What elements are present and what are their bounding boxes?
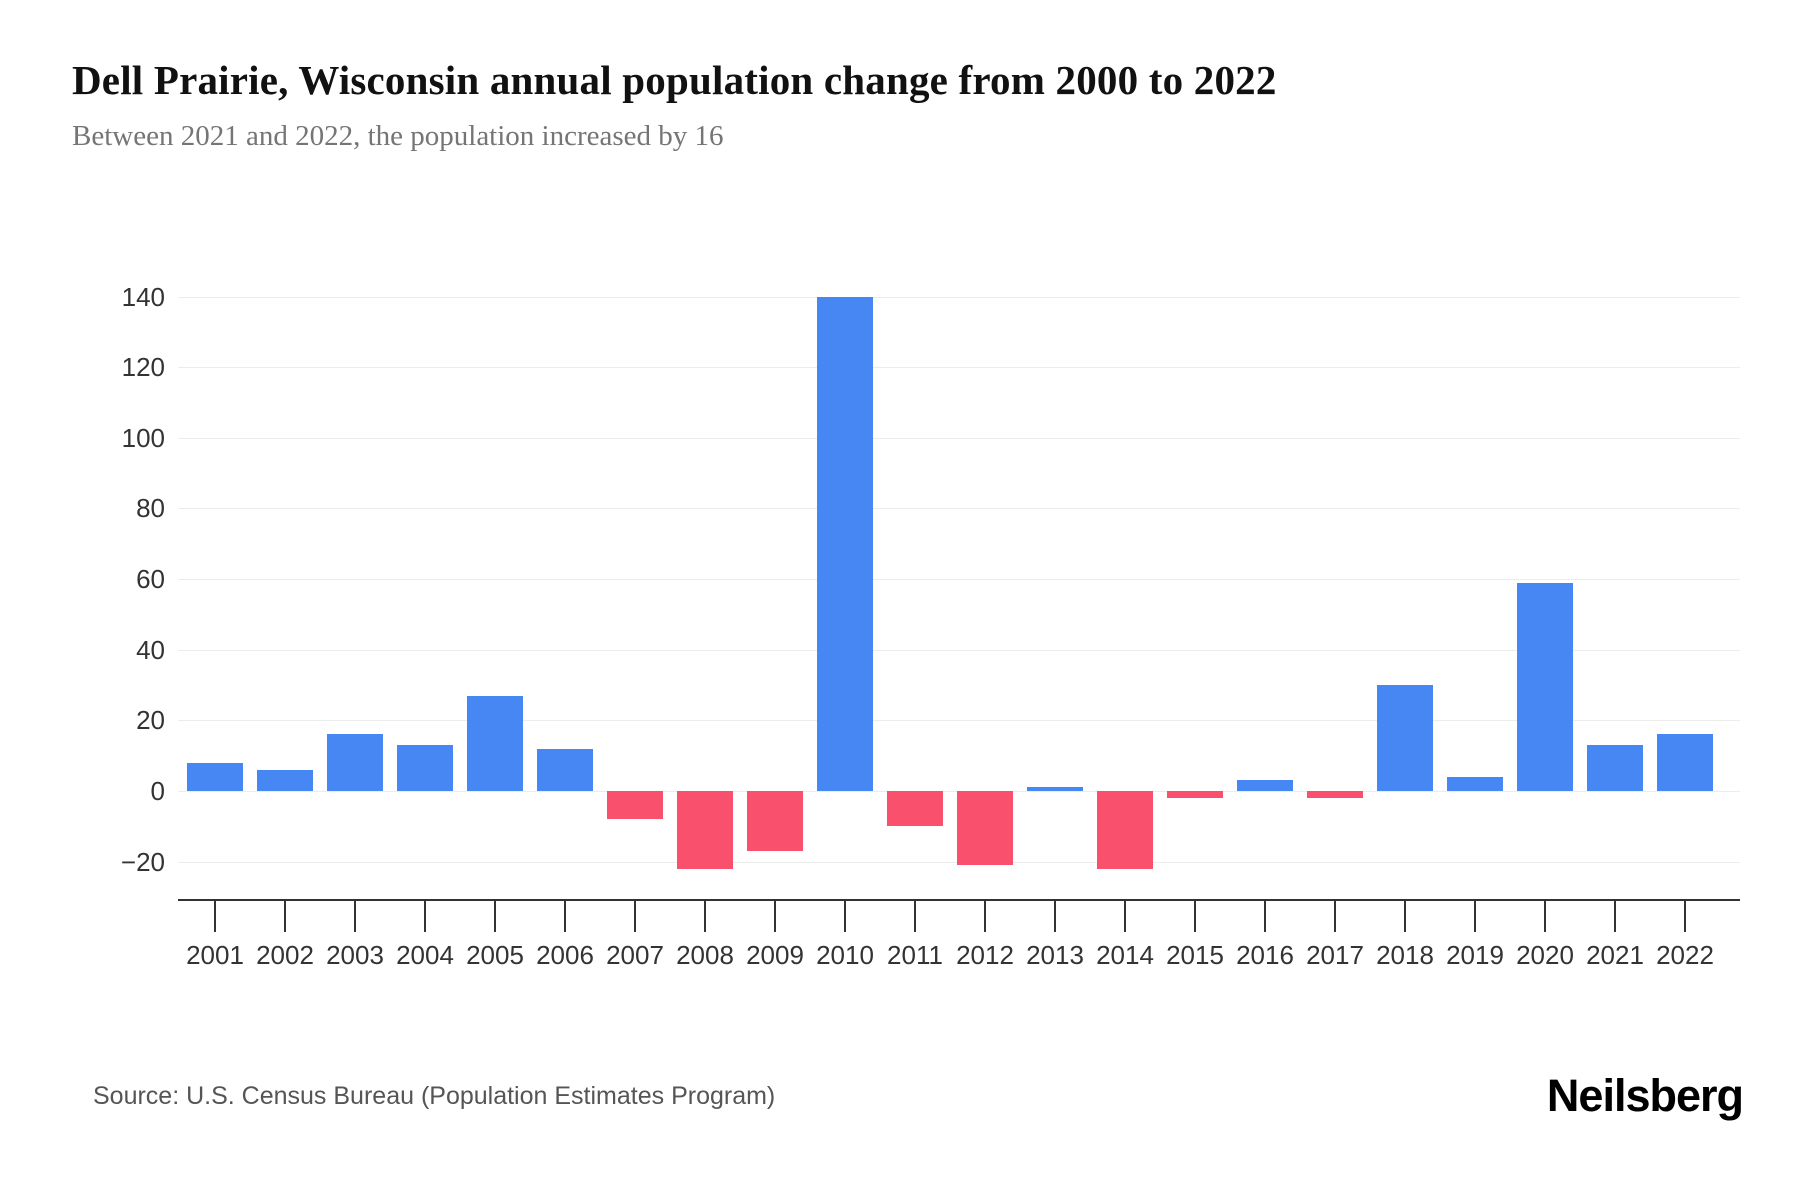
y-axis-tick-label: −20 bbox=[120, 847, 165, 877]
bar-2004[interactable] bbox=[397, 745, 453, 791]
gridline-y-40 bbox=[178, 650, 1740, 651]
x-axis-year-label: 2013 bbox=[1026, 940, 1084, 970]
bar-2008[interactable] bbox=[677, 791, 733, 869]
bar-2003[interactable] bbox=[327, 734, 383, 791]
x-axis-tick bbox=[1054, 901, 1056, 932]
x-axis-year-label: 2004 bbox=[396, 940, 454, 970]
page-subtitle: Between 2021 and 2022, the population in… bbox=[72, 120, 724, 152]
y-axis-tick-label: 140 bbox=[121, 282, 165, 312]
y-axis-tick-label: 60 bbox=[136, 564, 165, 594]
y-axis-tick-label: 40 bbox=[136, 635, 165, 665]
gridline-y-100 bbox=[178, 438, 1740, 439]
x-axis-year-label: 2014 bbox=[1096, 940, 1154, 970]
x-axis-tick bbox=[424, 901, 426, 932]
x-axis-year-label: 2001 bbox=[186, 940, 244, 970]
x-axis-tick bbox=[704, 901, 706, 932]
x-axis-tick bbox=[634, 901, 636, 932]
y-axis-tick-label: 80 bbox=[136, 493, 165, 523]
x-axis-tick bbox=[284, 901, 286, 932]
bar-2014[interactable] bbox=[1097, 791, 1153, 869]
x-axis-tick bbox=[494, 901, 496, 932]
x-axis-tick bbox=[1264, 901, 1266, 932]
x-axis-tick bbox=[214, 901, 216, 932]
x-axis-year-label: 2022 bbox=[1656, 940, 1714, 970]
bar-2001[interactable] bbox=[187, 763, 243, 791]
y-axis-tick-label: 120 bbox=[121, 352, 165, 382]
x-axis-year-label: 2006 bbox=[536, 940, 594, 970]
bar-2020[interactable] bbox=[1517, 583, 1573, 791]
source-note: Source: U.S. Census Bureau (Population E… bbox=[93, 1082, 776, 1110]
page-title: Dell Prairie, Wisconsin annual populatio… bbox=[72, 57, 1277, 103]
x-axis-tick bbox=[354, 901, 356, 932]
x-axis-tick bbox=[1124, 901, 1126, 932]
x-axis-tick bbox=[1474, 901, 1476, 932]
x-axis-year-label: 2010 bbox=[816, 940, 874, 970]
brand-logo[interactable]: Neilsberg bbox=[1546, 1070, 1744, 1121]
x-axis-year-label: 2002 bbox=[256, 940, 314, 970]
x-axis-year-label: 2018 bbox=[1376, 940, 1434, 970]
x-axis-year-label: 2019 bbox=[1446, 940, 1504, 970]
bar-2017[interactable] bbox=[1307, 791, 1363, 798]
bar-2002[interactable] bbox=[257, 770, 313, 791]
x-axis-year-label: 2016 bbox=[1236, 940, 1294, 970]
x-axis-year-label: 2020 bbox=[1516, 940, 1574, 970]
x-axis-tick bbox=[564, 901, 566, 932]
x-axis-year-label: 2017 bbox=[1306, 940, 1364, 970]
gridline-y-140 bbox=[178, 297, 1740, 298]
bar-2016[interactable] bbox=[1237, 780, 1293, 791]
gridline-y-60 bbox=[178, 579, 1740, 580]
x-axis-year-label: 2008 bbox=[676, 940, 734, 970]
x-axis-year-label: 2012 bbox=[956, 940, 1014, 970]
x-axis-year-label: 2011 bbox=[887, 940, 943, 970]
y-axis-tick-label: 0 bbox=[150, 776, 165, 806]
bar-2010[interactable] bbox=[817, 297, 873, 791]
bar-2012[interactable] bbox=[957, 791, 1013, 865]
bar-2007[interactable] bbox=[607, 791, 663, 819]
gridline-y-20 bbox=[178, 720, 1740, 721]
bar-2015[interactable] bbox=[1167, 791, 1223, 798]
bar-2021[interactable] bbox=[1587, 745, 1643, 791]
bar-2006[interactable] bbox=[537, 749, 593, 791]
x-axis-year-label: 2015 bbox=[1166, 940, 1224, 970]
bar-2019[interactable] bbox=[1447, 777, 1503, 791]
bar-2009[interactable] bbox=[747, 791, 803, 851]
x-axis-year-label: 2021 bbox=[1586, 940, 1644, 970]
x-axis-tick bbox=[984, 901, 986, 932]
x-axis-line bbox=[178, 899, 1740, 901]
bar-2011[interactable] bbox=[887, 791, 943, 826]
x-axis-tick bbox=[1334, 901, 1336, 932]
bar-2013[interactable] bbox=[1027, 787, 1083, 791]
x-axis-tick bbox=[1194, 901, 1196, 932]
x-axis-tick bbox=[774, 901, 776, 932]
x-axis-tick bbox=[1544, 901, 1546, 932]
x-axis-year-label: 2007 bbox=[606, 940, 664, 970]
x-axis-tick bbox=[914, 901, 916, 932]
bar-2005[interactable] bbox=[467, 696, 523, 791]
gridline-y-80 bbox=[178, 508, 1740, 509]
x-axis-tick bbox=[1684, 901, 1686, 932]
x-axis-year-label: 2005 bbox=[466, 940, 524, 970]
y-axis-tick-label: 100 bbox=[121, 423, 165, 453]
y-axis-tick-label: 20 bbox=[136, 705, 165, 735]
x-axis-tick bbox=[844, 901, 846, 932]
x-axis-year-label: 2003 bbox=[326, 940, 384, 970]
x-axis-year-label: 2009 bbox=[746, 940, 804, 970]
gridline-y-120 bbox=[178, 367, 1740, 368]
x-axis-tick bbox=[1614, 901, 1616, 932]
bar-2022[interactable] bbox=[1657, 734, 1713, 791]
x-axis-tick bbox=[1404, 901, 1406, 932]
bar-2018[interactable] bbox=[1377, 685, 1433, 791]
